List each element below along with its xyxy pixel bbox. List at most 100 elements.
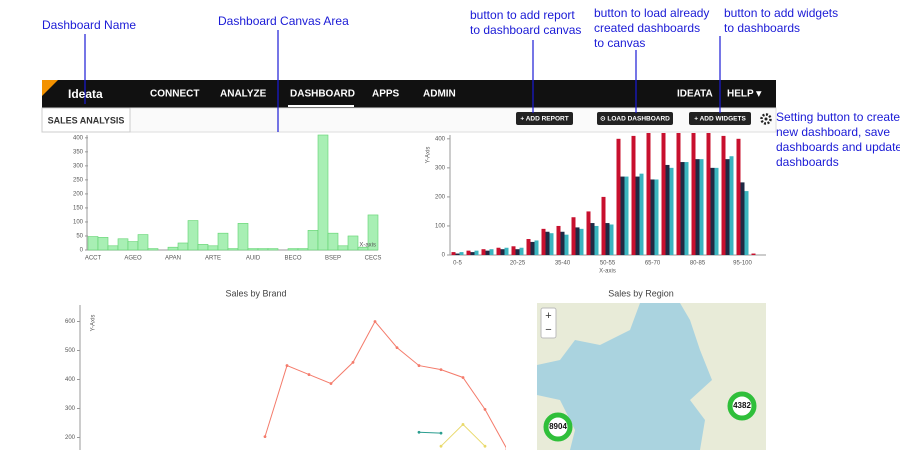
zoom-control[interactable] xyxy=(540,307,557,339)
bar xyxy=(721,135,726,255)
x-axis-label: X-axis xyxy=(599,269,616,275)
point xyxy=(483,407,487,411)
settings-button[interactable] xyxy=(760,113,772,125)
bar xyxy=(661,133,666,255)
y-tick-label: 100 xyxy=(73,220,84,226)
load-dashboard-button[interactable] xyxy=(597,112,673,125)
x-tick-label: 0-5 xyxy=(453,261,462,267)
nav-item[interactable]: DASHBOARD xyxy=(290,89,355,100)
bar xyxy=(620,176,625,255)
add-report-button[interactable] xyxy=(516,112,573,125)
x-tick-label: 95-100 xyxy=(733,261,752,267)
x-tick-label: 35-40 xyxy=(555,261,571,267)
y-tick-label: 50 xyxy=(76,234,83,240)
x-tick-label: BSEP xyxy=(325,256,341,262)
cluster-marker[interactable] xyxy=(727,391,757,421)
y-tick-label: 250 xyxy=(73,177,84,183)
bar xyxy=(247,248,259,251)
annotation: button to add report xyxy=(470,8,575,22)
point xyxy=(285,364,289,367)
add-widgets-button[interactable] xyxy=(689,112,751,125)
bar xyxy=(654,179,659,255)
bar xyxy=(541,228,546,255)
button-label[interactable]: ⊙ LOAD DASHBOARD xyxy=(600,116,670,123)
bar xyxy=(217,232,229,251)
y-tick-label: 400 xyxy=(435,136,446,142)
tab[interactable] xyxy=(41,107,131,133)
bar xyxy=(594,225,599,255)
bar xyxy=(624,176,629,255)
cluster-count[interactable]: 8904 xyxy=(549,422,567,431)
bar xyxy=(137,234,149,251)
zoom-button[interactable]: − xyxy=(545,324,551,336)
point xyxy=(461,376,465,379)
bar xyxy=(207,245,219,251)
point xyxy=(307,373,311,376)
bar xyxy=(691,133,696,255)
x-tick-label: 20-25 xyxy=(510,261,526,267)
bar xyxy=(481,249,486,255)
bar xyxy=(751,253,756,255)
bar xyxy=(646,133,651,255)
annotation: created dashboards xyxy=(594,21,700,35)
x-tick-label: 50-55 xyxy=(600,261,616,267)
bar xyxy=(695,159,700,255)
nav-item[interactable]: ANALYZE xyxy=(220,89,267,100)
nav-item[interactable]: ADMIN xyxy=(423,89,456,100)
bar xyxy=(97,237,109,251)
x-tick-label: AGEO xyxy=(124,256,142,262)
bar xyxy=(699,159,704,255)
zoom-button[interactable]: + xyxy=(545,310,551,322)
bar xyxy=(575,227,580,255)
button-label[interactable]: + ADD REPORT xyxy=(520,116,568,123)
bar xyxy=(267,248,279,251)
annotation: to canvas xyxy=(594,36,645,50)
y-tick-label: 150 xyxy=(73,206,84,212)
button-label[interactable]: + ADD WIDGETS xyxy=(694,116,746,123)
bar xyxy=(736,138,741,255)
y-tick-label: 400 xyxy=(65,377,76,383)
nav-item[interactable]: HELP ▾ xyxy=(727,89,762,100)
bar xyxy=(635,176,640,255)
map xyxy=(537,303,766,450)
y-tick-label: 0 xyxy=(442,253,446,259)
point xyxy=(373,320,377,323)
bar xyxy=(500,249,505,255)
nav-item[interactable]: IDEATA xyxy=(677,89,713,100)
cluster-marker[interactable] xyxy=(543,412,573,442)
tab-label[interactable]: SALES ANALYSIS xyxy=(48,115,125,125)
bar xyxy=(466,250,471,255)
bar xyxy=(127,241,139,251)
bar xyxy=(474,250,479,255)
annotation: dashboards and update xyxy=(776,140,900,154)
x-tick-label: CECS xyxy=(365,256,382,262)
bar xyxy=(455,253,460,255)
bar xyxy=(327,232,339,251)
bar xyxy=(519,247,524,255)
bar xyxy=(669,167,674,255)
bar xyxy=(117,238,129,251)
bar xyxy=(744,191,749,255)
annotation: to dashboard canvas xyxy=(470,23,581,37)
nav-item[interactable]: CONNECT xyxy=(150,89,199,100)
annotation: button to load already xyxy=(594,6,709,20)
point xyxy=(417,430,421,434)
bar xyxy=(307,230,319,251)
y-tick-label: 600 xyxy=(65,319,76,325)
point xyxy=(263,435,267,439)
y-tick-label: 400 xyxy=(73,135,84,141)
line xyxy=(264,320,506,449)
bar xyxy=(665,164,670,255)
nav-item[interactable]: APPS xyxy=(372,89,400,100)
bar xyxy=(504,247,509,255)
y-tick-label: 350 xyxy=(73,149,84,155)
bar xyxy=(287,248,299,251)
cluster-count[interactable]: 4382 xyxy=(733,401,751,410)
y-tick-label: 200 xyxy=(435,194,446,200)
bar xyxy=(317,134,329,251)
bar xyxy=(227,248,239,251)
bar xyxy=(87,236,99,251)
annotation: Dashboard Canvas Area xyxy=(218,14,349,28)
y-tick-label: 500 xyxy=(65,348,76,354)
